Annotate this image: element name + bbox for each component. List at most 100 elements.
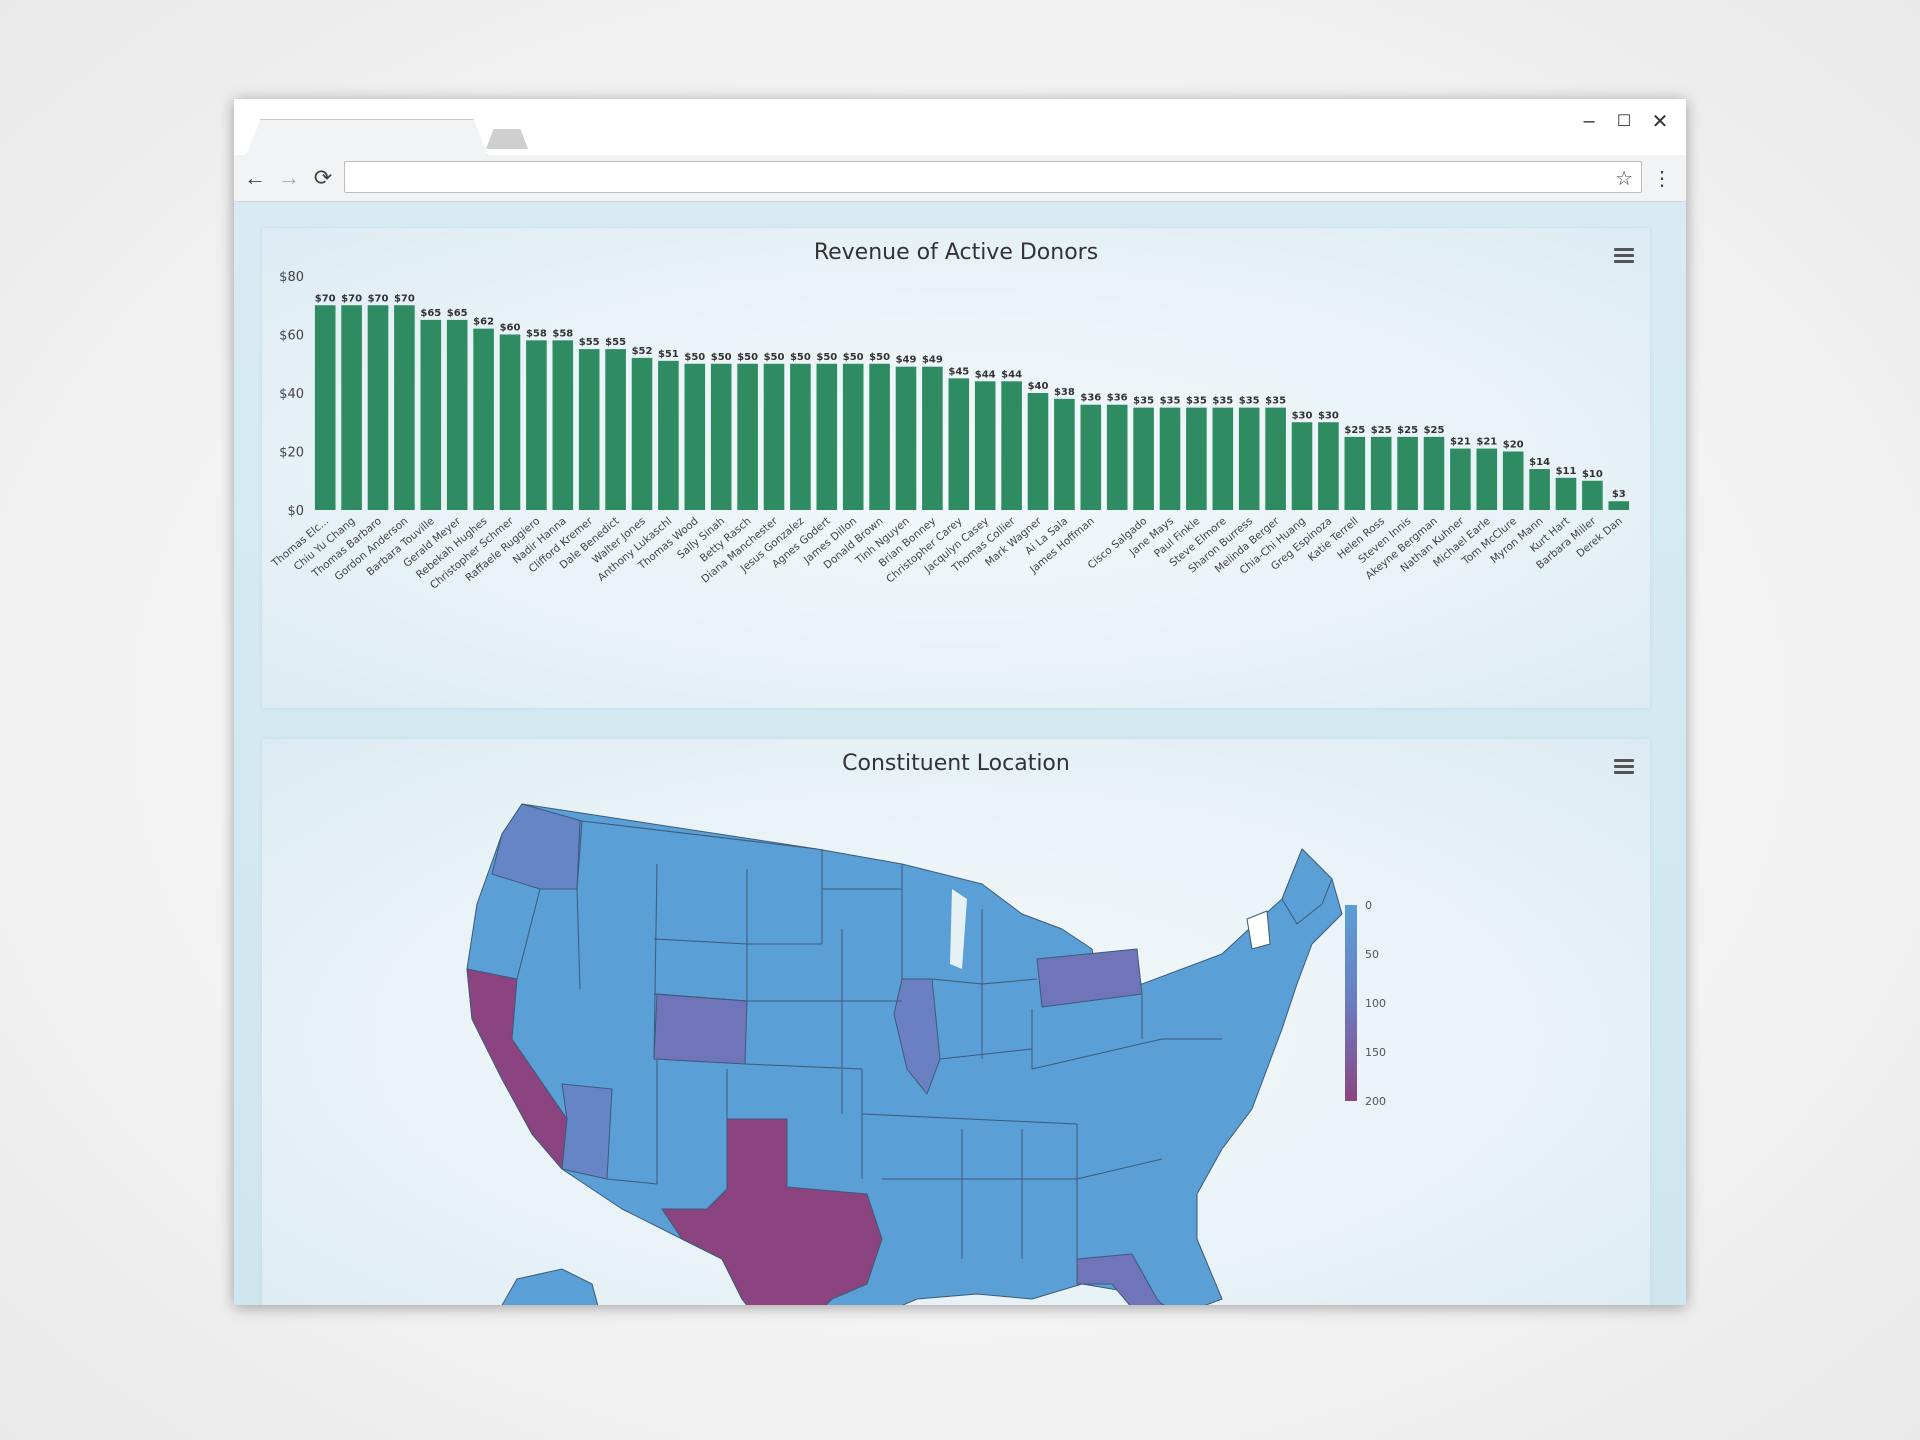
y-tick-label: $60	[279, 329, 304, 344]
bar	[1582, 480, 1603, 510]
us-choropleth-map: 0 50 100 150 200	[466, 803, 1386, 1305]
minimize-icon: –	[1583, 109, 1595, 132]
page-viewport: Revenue of Active Donors $0 $20 $40 $60 $80 $…	[234, 202, 1686, 1305]
browser-toolbar: ← → ⟳ ☆ ⋮	[234, 155, 1686, 202]
data-label: $51	[658, 349, 679, 360]
state-washington	[491, 803, 583, 890]
data-label: $11	[1556, 466, 1577, 477]
data-label: $35	[1160, 396, 1181, 407]
color-scale-ticks: 0 50 100 150 200	[1365, 899, 1386, 1108]
bar	[314, 305, 336, 510]
bar	[763, 363, 785, 510]
color-scale-tick: 100	[1365, 997, 1386, 1010]
bar	[1529, 469, 1550, 510]
bar	[552, 340, 574, 510]
state-colorado	[653, 993, 748, 1065]
data-label: $35	[1212, 396, 1233, 407]
address-bar[interactable]: ☆	[344, 161, 1642, 193]
forward-button[interactable]: →	[274, 163, 304, 193]
data-label: $50	[684, 352, 705, 363]
bar	[790, 363, 811, 510]
data-label: $50	[816, 352, 837, 363]
bar	[1080, 404, 1102, 510]
bar	[1450, 448, 1471, 510]
data-label: $36	[1107, 393, 1128, 404]
data-label: $35	[1186, 396, 1207, 407]
data-label: $36	[1080, 393, 1101, 404]
data-label: $50	[790, 352, 811, 363]
data-label: $58	[526, 328, 547, 339]
close-button[interactable]: ✕	[1640, 107, 1680, 135]
state-alaska	[501, 1268, 599, 1305]
bar	[1318, 422, 1339, 510]
maximize-button[interactable]: ☐	[1604, 107, 1644, 135]
bar	[1291, 422, 1313, 510]
state-arizona	[561, 1083, 613, 1180]
browser-menu-button[interactable]: ⋮	[1650, 163, 1674, 193]
bar	[367, 305, 389, 510]
bar	[922, 366, 943, 510]
data-label: $55	[579, 337, 600, 348]
data-label: $44	[1001, 369, 1022, 380]
data-label: $50	[869, 352, 890, 363]
bar	[684, 363, 706, 510]
bar	[895, 366, 917, 510]
back-button[interactable]: ←	[240, 163, 270, 193]
color-scale-tick: 150	[1365, 1046, 1386, 1059]
new-tab-button[interactable]	[486, 129, 528, 149]
state-florida	[1076, 1253, 1163, 1305]
data-label: $65	[420, 308, 441, 319]
location-map-title: Constituent Location	[842, 751, 1070, 776]
revenue-chart-hamburger-icon[interactable]	[1614, 248, 1634, 264]
location-map-hamburger-icon[interactable]	[1614, 759, 1634, 775]
bar	[1001, 381, 1022, 510]
reload-button[interactable]: ⟳	[308, 163, 338, 193]
bar	[1159, 407, 1181, 510]
data-label: $14	[1529, 457, 1550, 468]
data-label: $35	[1133, 396, 1154, 407]
y-tick-label: $40	[279, 387, 304, 402]
bar	[526, 340, 547, 510]
lake-michigan	[950, 889, 967, 969]
data-label: $3	[1612, 489, 1626, 500]
color-scale-tick: 0	[1365, 899, 1372, 912]
state-texas	[661, 1118, 883, 1305]
data-label: $50	[764, 352, 785, 363]
data-label: $25	[1397, 425, 1418, 436]
bar	[974, 381, 996, 510]
bar	[869, 363, 890, 510]
data-label: $50	[737, 352, 758, 363]
state-vermont	[1246, 910, 1271, 950]
data-label: $49	[922, 355, 943, 366]
data-label: $10	[1582, 469, 1603, 480]
y-tick-label: $20	[279, 446, 304, 461]
data-label: $38	[1054, 387, 1075, 398]
data-label: $25	[1424, 425, 1445, 436]
minimize-button[interactable]: –	[1569, 107, 1609, 135]
data-label: $70	[341, 293, 362, 304]
bar	[473, 328, 494, 510]
browser-window: – ☐ ✕ ← → ⟳ ☆ ⋮ Revenue of Active Donors…	[234, 99, 1686, 1305]
bar	[1397, 436, 1418, 510]
bar	[499, 334, 521, 510]
bar	[658, 360, 679, 510]
location-map-card: Constituent Location	[262, 739, 1650, 1305]
forward-arrow-icon: →	[278, 165, 300, 190]
bookmark-star-icon[interactable]: ☆	[1615, 168, 1633, 190]
bar	[1344, 436, 1366, 510]
bar	[420, 319, 442, 510]
data-label: $60	[500, 323, 521, 334]
data-label: $49	[896, 355, 917, 366]
color-scale-tick: 200	[1365, 1095, 1386, 1108]
data-label: $45	[948, 366, 969, 377]
data-label: $50	[843, 352, 864, 363]
bar	[1133, 407, 1154, 510]
data-label: $35	[1265, 396, 1286, 407]
color-scale-tick: 50	[1365, 948, 1379, 961]
bar	[341, 305, 362, 510]
color-scale-bar	[1345, 905, 1357, 1101]
data-label: $55	[605, 337, 626, 348]
data-label: $52	[632, 346, 653, 357]
browser-tab[interactable]	[246, 119, 488, 156]
